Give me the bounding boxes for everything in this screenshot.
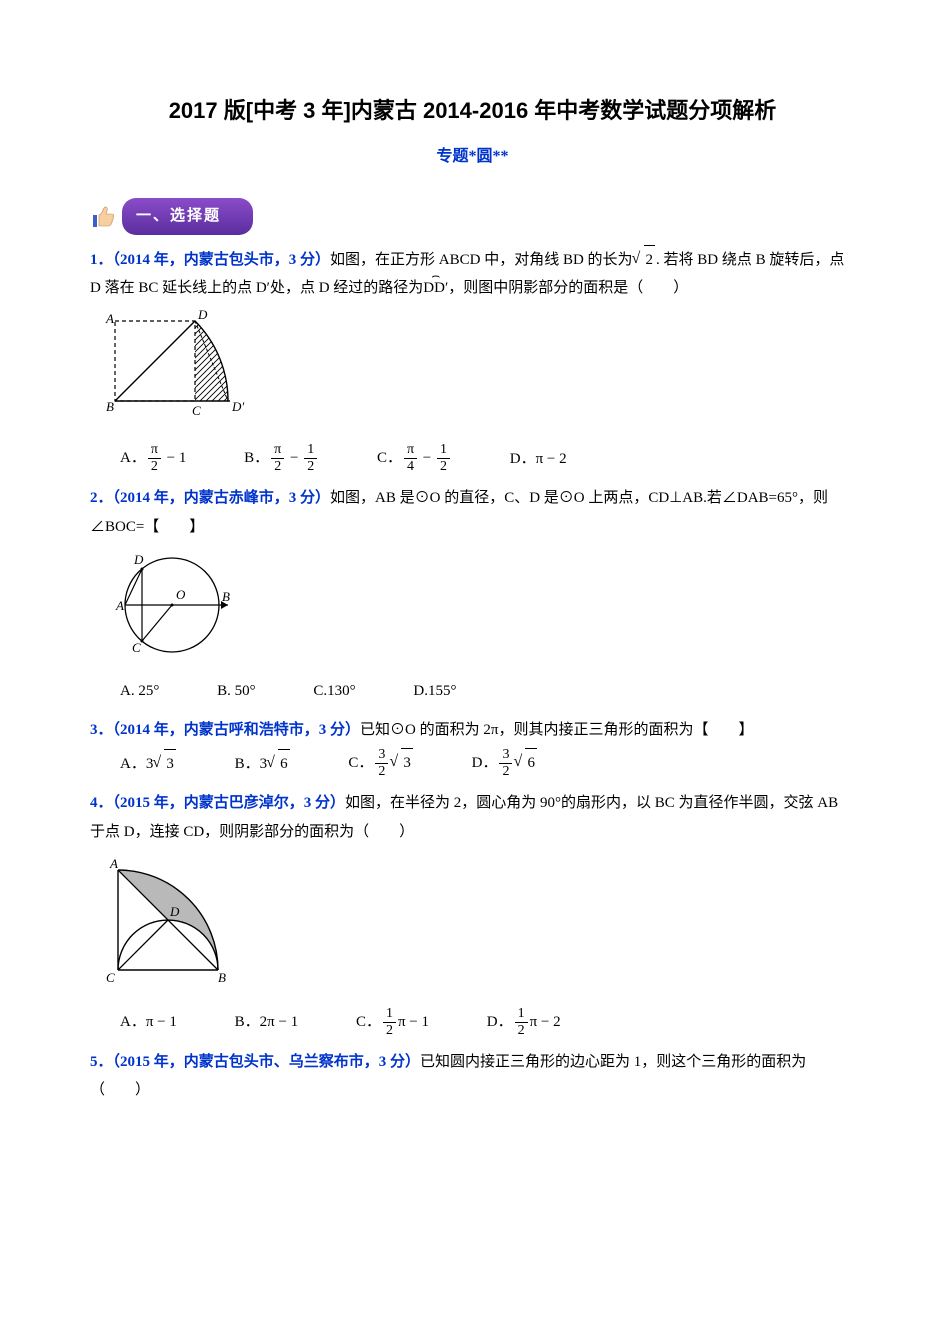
option-4A: A．π − 1 xyxy=(120,1008,177,1037)
problem-num: 2． xyxy=(90,490,113,506)
figure-1: A D B C D′ xyxy=(100,309,855,440)
page: 2017 版[中考 3 年]内蒙古 2014-2016 年中考数学试题分项解析 … xyxy=(0,0,945,1337)
option-1C: C．π4 − 12 xyxy=(377,443,452,474)
option-4C: C．12π − 1 xyxy=(356,1007,429,1038)
problem-1: 1．（2014 年，内蒙古包头市，3 分）如图，在正方形 ABCD 中，对角线 … xyxy=(90,245,855,303)
label-A: A xyxy=(105,311,114,326)
option-3B: B．36 xyxy=(235,749,291,779)
option-2B: B. 50° xyxy=(217,677,256,706)
option-3C: C．323 xyxy=(348,748,414,779)
sqrt-2: 2 xyxy=(634,245,656,275)
option-1D: D．π − 2 xyxy=(510,445,567,474)
problem-source: （2015 年，内蒙古包头市、乌兰察布市，3 分） xyxy=(113,1054,421,1070)
section-header: 一、选择题 xyxy=(122,198,253,235)
option-3A: A．33 xyxy=(120,749,177,779)
option-2C: C.130° xyxy=(313,677,355,706)
problem-num: 5． xyxy=(90,1054,113,1070)
problem-num: 1． xyxy=(90,252,113,268)
page-title: 2017 版[中考 3 年]内蒙古 2014-2016 年中考数学试题分项解析 xyxy=(90,90,855,132)
option-1A: A．π2 − 1 xyxy=(120,443,186,474)
problem-2: 2．（2014 年，内蒙古赤峰市，3 分）如图，AB 是⊙O 的直径，C、D 是… xyxy=(90,484,855,541)
options-4: A．π − 1 B．2π − 1 C．12π − 1 D．12π − 2 xyxy=(90,1007,855,1038)
svg-text:B: B xyxy=(218,970,226,985)
problem-source: （2014 年，内蒙古呼和浩特市，3 分） xyxy=(113,722,361,738)
svg-text:A: A xyxy=(109,856,118,871)
option-2A: A. 25° xyxy=(120,677,159,706)
svg-text:C: C xyxy=(192,403,201,418)
section-banner: 一、选择题 xyxy=(90,198,253,235)
problem-num: 4． xyxy=(90,795,113,811)
svg-text:D: D xyxy=(133,552,144,567)
option-1B: B．π2 − 12 xyxy=(244,443,319,474)
problem-source: （2014 年，内蒙古赤峰市，3 分） xyxy=(113,490,331,506)
svg-text:O: O xyxy=(176,587,186,602)
option-4B: B．2π − 1 xyxy=(235,1008,299,1037)
problem-4: 4．（2015 年，内蒙古巴彦淖尔，3 分）如图，在半径为 2，圆心角为 90°… xyxy=(90,789,855,846)
svg-text:A: A xyxy=(115,598,124,613)
figure-4: A C B D xyxy=(100,852,855,1003)
arc-dd: DD′ xyxy=(423,274,448,303)
problem-source: （2014 年，内蒙古包头市，3 分） xyxy=(113,252,331,268)
options-2: A. 25° B. 50° C.130° D.155° xyxy=(90,677,855,706)
svg-text:C: C xyxy=(132,640,141,655)
svg-text:D′: D′ xyxy=(231,399,244,414)
problem-source: （2015 年，内蒙古巴彦淖尔，3 分） xyxy=(113,795,346,811)
thumbs-up-icon xyxy=(90,202,118,230)
problem-text: 已知⊙O 的面积为 2π，则其内接正三角形的面积为【 】 xyxy=(360,722,753,738)
problem-text-a: 如图，在正方形 ABCD 中，对角线 BD 的长为 xyxy=(330,252,633,268)
option-3D: D．326 xyxy=(472,748,538,779)
svg-text:D: D xyxy=(169,904,180,919)
page-subtitle: 专题*圆** xyxy=(90,142,855,172)
figure-2: A B D C O xyxy=(100,547,855,673)
problem-num: 3． xyxy=(90,722,113,738)
options-3: A．33 B．36 C．323 D．326 xyxy=(90,748,855,779)
option-4D: D．12π − 2 xyxy=(487,1007,561,1038)
option-2D: D.155° xyxy=(413,677,456,706)
svg-text:C: C xyxy=(106,970,115,985)
options-1: A．π2 − 1 B．π2 − 12 C．π4 − 12 D．π − 2 xyxy=(90,443,855,474)
problem-5: 5．（2015 年，内蒙古包头市、乌兰察布市，3 分）已知圆内接正三角形的边心距… xyxy=(90,1048,855,1105)
svg-text:D: D xyxy=(197,309,208,322)
svg-text:B: B xyxy=(106,399,114,414)
svg-text:B: B xyxy=(222,589,230,604)
problem-3: 3．（2014 年，内蒙古呼和浩特市，3 分）已知⊙O 的面积为 2π，则其内接… xyxy=(90,716,855,745)
problem-text-c: ，则图中阴影部分的面积是（ ） xyxy=(448,280,688,296)
